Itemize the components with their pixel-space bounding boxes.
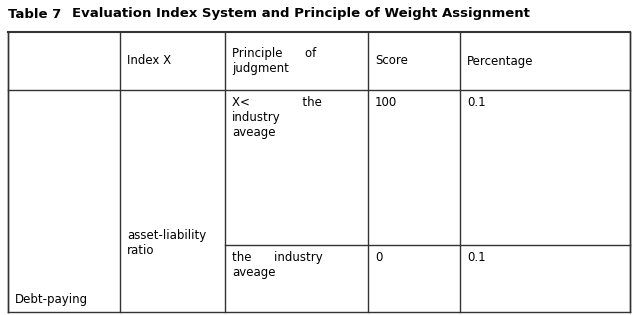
Text: 100: 100 — [375, 96, 397, 109]
Text: X<              the
industry
aveage: X< the industry aveage — [232, 96, 322, 139]
Text: 0.1: 0.1 — [467, 251, 486, 264]
Text: Evaluation Index System and Principle of Weight Assignment: Evaluation Index System and Principle of… — [72, 8, 530, 20]
Text: the      industry
aveage: the industry aveage — [232, 251, 323, 279]
Text: Percentage: Percentage — [467, 54, 533, 67]
Text: Index X: Index X — [127, 54, 171, 67]
Text: asset-liability
ratio: asset-liability ratio — [127, 229, 206, 257]
Text: Score: Score — [375, 54, 408, 67]
Text: Table 7: Table 7 — [8, 8, 61, 20]
Text: Debt-paying: Debt-paying — [15, 293, 88, 306]
Text: 0: 0 — [375, 251, 382, 264]
Text: 0.1: 0.1 — [467, 96, 486, 109]
Text: Principle      of
judgment: Principle of judgment — [232, 47, 316, 75]
